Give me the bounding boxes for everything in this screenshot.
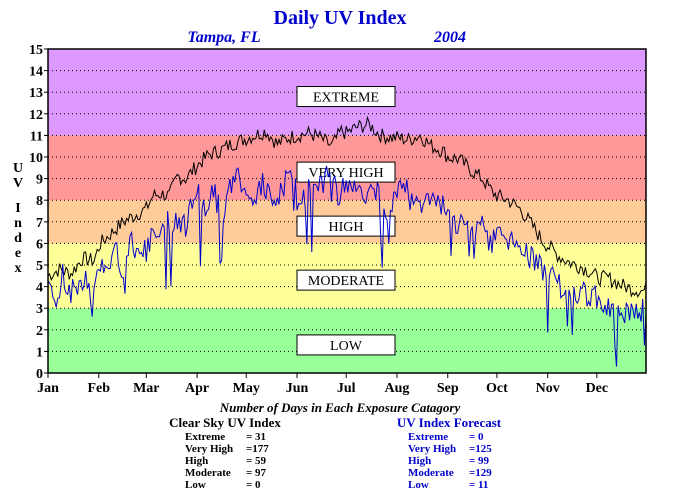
band-label-moderate: MODERATE xyxy=(308,274,384,289)
x-tick-label-mar: Mar xyxy=(133,381,159,396)
y-axis-label-letter: e xyxy=(15,246,21,261)
table-row-label: Very High xyxy=(185,443,233,455)
y-tick-label: 11 xyxy=(30,129,43,144)
series-lines xyxy=(47,115,647,367)
table-title-clear-sky-uv-index: Clear Sky UV Index xyxy=(169,415,281,430)
y-tick-label: 10 xyxy=(29,151,43,166)
band-label-box-moderate xyxy=(296,269,396,291)
x-tick-label-aug: Aug xyxy=(385,381,410,396)
y-tick-label: 6 xyxy=(36,237,43,252)
band-label-box-extreme xyxy=(296,86,396,108)
table-row-label: High xyxy=(408,455,431,467)
x-tick-label-nov: Nov xyxy=(536,381,560,396)
band-label-high: HIGH xyxy=(329,220,364,235)
table-row-label: Low xyxy=(408,479,429,491)
x-tick-label-jan: Jan xyxy=(37,381,59,396)
table-row-value: = 31 xyxy=(246,431,266,443)
table-row-value: = 97 xyxy=(246,467,267,479)
y-axis-label-letter: U xyxy=(13,161,23,176)
table-row-label: Extreme xyxy=(185,431,225,443)
summary-title: Number of Days in Each Exposure Catagory xyxy=(219,400,461,415)
y-tick-label: 2 xyxy=(36,324,43,339)
table-row-label: High xyxy=(185,455,208,467)
x-axis-ticks: Jan Feb Mar Apr May Jun Jul Aug Sep Oct Nov Dec xyxy=(37,373,608,396)
y-axis-label-letter: n xyxy=(14,216,22,231)
table-row-value: =129 xyxy=(469,467,492,479)
x-tick-label-feb: Feb xyxy=(88,381,111,396)
table-row-value: = 11 xyxy=(469,479,488,491)
table-title-uv-index-forecast: UV Index Forecast xyxy=(397,415,502,430)
band-label-box-low xyxy=(296,334,396,356)
table-row-label: Very High xyxy=(408,443,456,455)
chart-location: Tampa, FL xyxy=(187,29,260,46)
y-tick-label: 12 xyxy=(29,108,43,123)
y-tick-label: 3 xyxy=(36,302,43,317)
y-tick-label: 7 xyxy=(36,216,43,231)
chart-title: Daily UV Index xyxy=(274,7,407,29)
y-tick-label: 4 xyxy=(36,281,43,296)
table-row-label: Moderate xyxy=(185,467,231,479)
y-tick-label: 1 xyxy=(36,345,43,360)
y-tick-label: 9 xyxy=(36,173,43,188)
x-tick-label-apr: Apr xyxy=(185,381,209,396)
band-label-box-high xyxy=(296,215,396,237)
y-tick-label: 8 xyxy=(36,194,43,209)
table-row-value: = 0 xyxy=(246,479,261,491)
x-tick-label-jun: Jun xyxy=(286,381,309,396)
y-axis-label-letter: x xyxy=(15,261,22,276)
y-tick-label: 15 xyxy=(29,43,43,58)
y-axis-label-letter: V xyxy=(13,176,23,191)
table-row-label: Moderate xyxy=(408,467,454,479)
table-row-value: =177 xyxy=(246,443,269,455)
table-row-label: Extreme xyxy=(408,431,448,443)
table-row-value: = 59 xyxy=(246,455,267,467)
x-tick-label-may: May xyxy=(233,381,260,396)
x-tick-label-dec: Dec xyxy=(586,381,609,396)
series-line-clear-sky-uv-index xyxy=(47,115,647,298)
plot-frame xyxy=(47,48,647,374)
y-tick-label: 13 xyxy=(29,86,43,101)
table-row-value: = 0 xyxy=(469,431,484,443)
x-tick-label-oct: Oct xyxy=(486,381,508,396)
table-row-label: Low xyxy=(185,479,206,491)
table-row-value: = 99 xyxy=(469,455,490,467)
x-tick-label-sep: Sep xyxy=(437,381,459,396)
y-tick-label: 5 xyxy=(36,259,43,274)
band-label-low: LOW xyxy=(330,339,363,354)
y-tick-label: 14 xyxy=(29,65,43,80)
table-row-value: =125 xyxy=(469,443,492,455)
x-tick-label-jul: Jul xyxy=(337,381,356,396)
y-axis-label-letter: I xyxy=(15,201,20,216)
y-axis-label-letter: d xyxy=(14,231,22,246)
band-label-extreme: EXTREME xyxy=(313,91,379,106)
series-line-uv-index-forecast xyxy=(47,165,647,367)
chart-year: 2004 xyxy=(433,29,466,46)
y-tick-label: 0 xyxy=(36,367,43,382)
